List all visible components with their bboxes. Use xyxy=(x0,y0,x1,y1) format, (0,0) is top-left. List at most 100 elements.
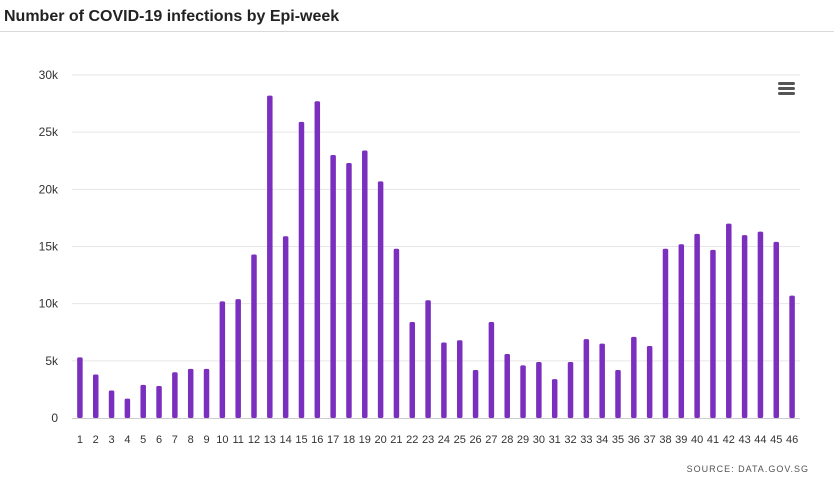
bar-week-15[interactable] xyxy=(298,121,305,419)
bar-week-1[interactable] xyxy=(77,357,83,418)
bar-week-26[interactable] xyxy=(472,369,479,418)
bar-week-22[interactable] xyxy=(409,321,416,418)
x-tick-label: 46 xyxy=(786,434,798,446)
x-tick-label: 22 xyxy=(406,434,418,446)
x-tick-label: 17 xyxy=(327,434,339,446)
x-tick-label: 18 xyxy=(343,434,355,446)
bar-week-19[interactable] xyxy=(362,150,368,418)
x-tick-label: 26 xyxy=(469,434,481,446)
bar-week-45[interactable] xyxy=(773,241,780,418)
bar-week-25[interactable] xyxy=(456,340,463,418)
bar-week-33[interactable] xyxy=(583,339,590,418)
hamburger-menu-icon[interactable] xyxy=(778,82,795,96)
y-tick-label: 20k xyxy=(39,182,59,196)
x-tick-label: 13 xyxy=(264,434,276,446)
x-tick-label: 27 xyxy=(485,434,497,446)
x-tick-label: 34 xyxy=(596,434,608,446)
bar-week-36[interactable] xyxy=(631,336,637,418)
x-tick-label: 29 xyxy=(517,434,529,446)
x-tick-label: 28 xyxy=(501,434,513,446)
bar-week-38[interactable] xyxy=(662,248,669,418)
bar-week-14[interactable] xyxy=(282,236,289,418)
bar-week-43[interactable] xyxy=(741,235,748,418)
bar-week-41[interactable] xyxy=(710,249,716,418)
x-tick-label: 21 xyxy=(390,434,402,446)
y-tick-label: 25k xyxy=(39,125,59,139)
bar-week-46[interactable] xyxy=(789,295,795,418)
bar-week-27[interactable] xyxy=(488,321,495,418)
x-tick-label: 40 xyxy=(691,434,703,446)
x-tick-label: 41 xyxy=(707,434,719,446)
bar-week-11[interactable] xyxy=(235,299,241,418)
bar-week-20[interactable] xyxy=(377,181,384,418)
bar-week-9[interactable] xyxy=(203,368,210,418)
x-tick-label: 44 xyxy=(754,434,766,446)
x-tick-label: 33 xyxy=(580,434,592,446)
bar-week-18[interactable] xyxy=(346,163,352,418)
bar-week-35[interactable] xyxy=(615,369,621,418)
x-tick-label: 5 xyxy=(140,434,146,446)
y-tick-label: 5k xyxy=(45,354,59,368)
x-tick-label: 45 xyxy=(770,434,782,446)
bar-week-16[interactable] xyxy=(314,101,321,419)
bar-week-28[interactable] xyxy=(504,353,510,418)
x-tick-label: 3 xyxy=(109,434,115,446)
bar-week-3[interactable] xyxy=(108,390,115,418)
bar-week-12[interactable] xyxy=(251,254,257,418)
bar-week-34[interactable] xyxy=(599,343,605,418)
chart-title: Number of COVID-19 infections by Epi-wee… xyxy=(4,8,340,25)
bar-week-5[interactable] xyxy=(140,384,146,418)
x-tick-label: 10 xyxy=(216,434,228,446)
x-tick-label: 25 xyxy=(454,434,466,446)
title-divider xyxy=(0,31,834,32)
bar-week-32[interactable] xyxy=(567,361,574,418)
x-tick-label: 20 xyxy=(374,434,386,446)
x-tick-label: 39 xyxy=(675,434,687,446)
bar-week-42[interactable] xyxy=(726,223,732,418)
bar-week-23[interactable] xyxy=(425,300,431,418)
x-tick-label: 15 xyxy=(295,434,307,446)
x-tick-label: 32 xyxy=(564,434,576,446)
x-tick-label: 7 xyxy=(172,434,178,446)
bar-week-40[interactable] xyxy=(694,233,700,418)
x-tick-label: 11 xyxy=(232,434,243,446)
x-tick-label: 4 xyxy=(124,434,130,446)
source-credit: SOURCE: DATA.GOV.SG xyxy=(686,464,809,474)
x-tick-label: 1 xyxy=(77,434,83,446)
x-tick-label: 31 xyxy=(549,434,561,446)
bar-week-39[interactable] xyxy=(678,244,685,418)
x-tick-label: 14 xyxy=(280,434,292,446)
x-tick-label: 12 xyxy=(248,434,260,446)
bar-week-2[interactable] xyxy=(92,374,99,418)
bar-week-24[interactable] xyxy=(441,342,447,418)
y-tick-label: 30k xyxy=(39,68,59,82)
y-tick-label: 0 xyxy=(51,411,58,425)
bar-week-4[interactable] xyxy=(124,398,131,418)
bar-week-44[interactable] xyxy=(757,231,764,418)
x-tick-label: 36 xyxy=(628,434,640,446)
bar-week-13[interactable] xyxy=(267,95,273,418)
x-tick-label: 23 xyxy=(422,434,434,446)
bar-week-10[interactable] xyxy=(219,301,226,418)
bar-week-31[interactable] xyxy=(551,379,558,418)
x-tick-label: 19 xyxy=(359,434,371,446)
x-tick-label: 6 xyxy=(156,434,162,446)
bar-week-37[interactable] xyxy=(646,345,653,418)
bar-week-6[interactable] xyxy=(156,385,162,418)
y-tick-label: 10k xyxy=(39,297,59,311)
x-tick-label: 16 xyxy=(311,434,323,446)
bar-week-30[interactable] xyxy=(536,361,542,418)
x-tick-label: 43 xyxy=(738,434,750,446)
bar-week-21[interactable] xyxy=(393,248,400,418)
x-tick-label: 24 xyxy=(438,434,450,446)
x-tick-label: 37 xyxy=(644,434,656,446)
x-tick-label: 30 xyxy=(533,434,545,446)
bar-week-17[interactable] xyxy=(330,155,336,419)
bar-week-8[interactable] xyxy=(187,368,194,418)
x-tick-label: 2 xyxy=(93,434,99,446)
x-tick-label: 35 xyxy=(612,434,624,446)
bar-week-29[interactable] xyxy=(520,365,526,418)
bar-week-7[interactable] xyxy=(172,372,178,418)
x-tick-label: 38 xyxy=(659,434,671,446)
